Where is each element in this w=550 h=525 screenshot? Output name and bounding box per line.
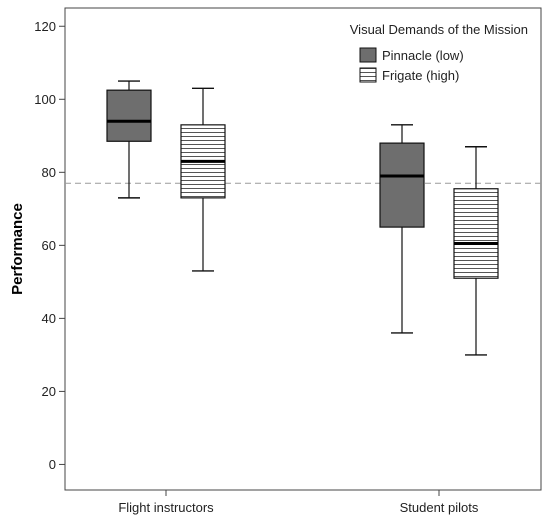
legend-label: Frigate (high) — [382, 68, 459, 83]
box-iqr — [379, 142, 425, 228]
legend-swatch — [359, 47, 377, 63]
y-tick-label: 80 — [42, 165, 56, 180]
y-tick-label: 0 — [49, 457, 56, 472]
y-tick-label: 60 — [42, 238, 56, 253]
legend-title: Visual Demands of the Mission — [350, 22, 528, 37]
legend-label: Pinnacle (low) — [382, 48, 464, 63]
box-iqr — [453, 188, 499, 279]
box-plot-frigate — [180, 87, 226, 272]
y-axis-title: Performance — [9, 203, 26, 295]
box-layer — [106, 80, 499, 356]
axis-layer: 0 20 40 60 80 100 120 Flight instructors Student… — [34, 19, 479, 515]
box-plot-frigate — [453, 146, 499, 356]
x-tick-label: Flight instructors — [118, 500, 214, 515]
y-tick-label: 20 — [42, 384, 56, 399]
y-tick-label: 40 — [42, 311, 56, 326]
box-iqr — [106, 89, 152, 142]
y-tick-label: 120 — [34, 19, 56, 34]
legend: Visual Demands of the Mission Pinnacle (… — [350, 22, 528, 83]
legend-swatch — [359, 67, 377, 83]
y-tick-label: 100 — [34, 92, 56, 107]
box-plot-pinnacle — [106, 80, 152, 199]
x-tick-label: Student pilots — [400, 500, 479, 515]
box-plot-pinnacle — [379, 124, 425, 334]
